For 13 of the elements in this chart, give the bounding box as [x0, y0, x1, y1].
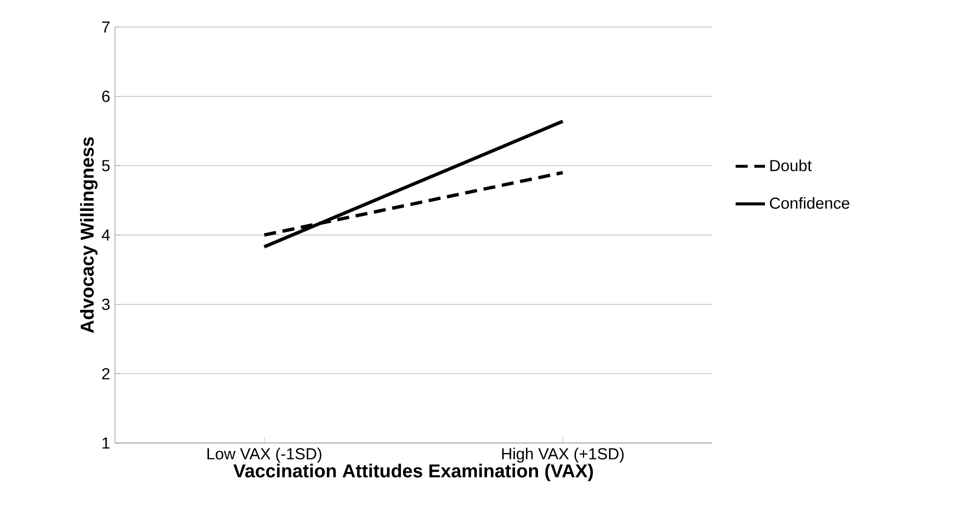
y-tick-label: 1	[102, 438, 110, 449]
y-tick-label: 6	[102, 90, 110, 102]
y-tick-label: 4	[102, 230, 110, 241]
x-axis-title: Vaccination Attitudes Examination (VAX)	[233, 464, 593, 482]
y-tick-label: 5	[102, 160, 110, 172]
y-tick-label: 3	[102, 298, 110, 310]
y-axis-title: Advocacy Willingness	[80, 137, 98, 334]
legend-label: Doubt	[770, 160, 812, 172]
y-tick-label: 7	[102, 22, 110, 33]
x-tick-label: High VAX (+1SD)	[502, 448, 624, 463]
y-tick-label: 2	[102, 368, 110, 380]
legend-label: Confidence	[770, 197, 850, 209]
x-tick-label: Low VAX (-1SD)	[207, 448, 322, 463]
